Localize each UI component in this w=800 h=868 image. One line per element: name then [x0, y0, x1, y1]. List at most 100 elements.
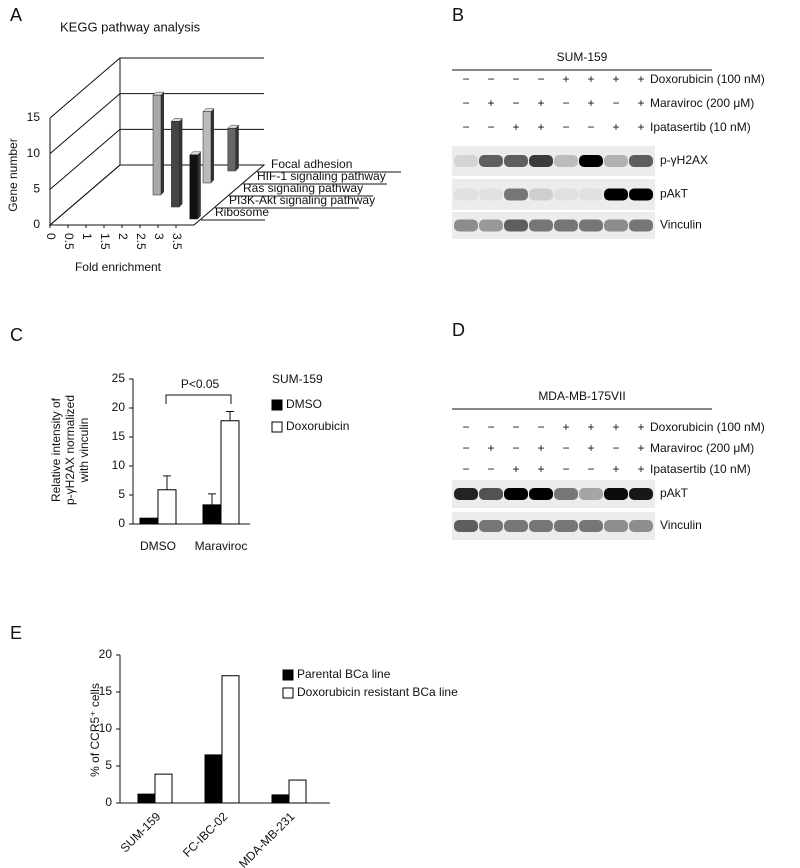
y-tick-label: 5	[118, 487, 125, 501]
blot-title: MDA-MB-175VII	[538, 389, 625, 403]
treatment-sign: +	[612, 462, 619, 476]
band	[504, 488, 528, 500]
treatment-label: Ipatasertib (10 nM)	[650, 462, 751, 476]
y-tick-label: 10	[112, 458, 126, 472]
bar	[271, 794, 290, 804]
treatment-sign: −	[512, 96, 519, 110]
band	[554, 520, 578, 532]
y-tick-label: 5	[105, 758, 112, 772]
treatment-sign: −	[462, 96, 469, 110]
legend-label: Parental BCa line	[297, 667, 391, 681]
y-axis-label: % of CCR5⁺ cells	[88, 683, 102, 777]
x-axis-label: Fold enrichment	[75, 260, 162, 274]
bar	[137, 793, 156, 804]
treatment-sign: −	[487, 72, 494, 86]
band	[479, 488, 503, 500]
bar	[139, 517, 159, 525]
y-tick-label: 5	[33, 182, 40, 196]
treatment-sign: +	[537, 96, 544, 110]
treatment-sign: +	[637, 72, 644, 86]
treatment-sign: +	[512, 462, 519, 476]
band	[629, 488, 653, 500]
treatment-sign: +	[637, 462, 644, 476]
band-label: p-γH2AX	[660, 153, 708, 167]
legend-title: SUM-159	[272, 372, 323, 386]
band	[554, 155, 578, 167]
band	[454, 520, 478, 532]
band	[529, 520, 553, 532]
legend-label: Doxorubicin resistant BCa line	[297, 685, 458, 699]
treatment-sign: +	[587, 420, 594, 434]
treatment-sign: +	[587, 441, 594, 455]
band	[629, 188, 653, 201]
y-tick-label: 15	[27, 110, 41, 124]
bar	[288, 779, 307, 804]
legend-swatch	[282, 687, 294, 699]
treatment-sign: +	[637, 96, 644, 110]
legend-swatch	[271, 421, 283, 433]
x-tick-label: Maraviroc	[195, 539, 248, 553]
legend-swatch	[282, 669, 294, 681]
treatment-label: Doxorubicin (100 nM)	[650, 72, 765, 86]
treatment-sign: −	[487, 420, 494, 434]
x-tick-label: 3	[152, 233, 166, 240]
band	[504, 155, 528, 167]
treatment-sign: +	[587, 72, 594, 86]
treatment-label: Maraviroc (200 μM)	[650, 96, 754, 110]
x-tick-label: 3.5	[170, 233, 184, 250]
treatment-sign: −	[462, 441, 469, 455]
y-axis-label: with vinculin	[77, 418, 91, 484]
band	[479, 520, 503, 532]
y-tick-label: 15	[99, 684, 113, 698]
treatment-sign: +	[562, 72, 569, 86]
treatment-sign: −	[587, 120, 594, 134]
y-axis-label: Gene number	[6, 138, 20, 211]
annotation: P<0.05	[181, 377, 220, 391]
band	[554, 219, 578, 232]
treatment-sign: −	[562, 462, 569, 476]
treatment-sign: −	[537, 72, 544, 86]
x-tick-label: 2	[116, 233, 130, 240]
x-tick-label: 0.5	[62, 233, 76, 250]
treatment-sign: +	[537, 462, 544, 476]
y-axis-label: Relative intensity of	[49, 397, 63, 502]
treatment-sign: +	[612, 120, 619, 134]
bar	[171, 121, 180, 208]
significance-bracket	[165, 394, 232, 404]
bar-side	[179, 118, 183, 207]
treatment-sign: +	[587, 96, 594, 110]
band	[454, 155, 478, 167]
band	[629, 155, 653, 167]
panel-label: E	[10, 623, 22, 643]
x-tick-label: 1	[80, 233, 94, 240]
treatment-sign: +	[512, 120, 519, 134]
treatment-label: Maraviroc (200 μM)	[650, 441, 754, 455]
bar-side	[211, 108, 214, 183]
x-tick-label: DMSO	[140, 539, 176, 553]
band	[529, 188, 553, 201]
treatment-label: Ipatasertib (10 nM)	[650, 120, 751, 134]
treatment-sign: +	[637, 120, 644, 134]
bar	[157, 489, 177, 525]
treatment-sign: +	[612, 420, 619, 434]
y-tick-label: 15	[112, 429, 126, 443]
bar-side	[161, 92, 164, 195]
band	[604, 219, 628, 232]
treatment-sign: −	[512, 72, 519, 86]
grid-line	[49, 128, 264, 190]
band	[529, 155, 553, 167]
treatment-sign: −	[487, 120, 494, 134]
x-tick-label: FC-IBC-02	[180, 809, 231, 860]
bar	[202, 504, 222, 525]
band	[529, 219, 553, 232]
bar	[227, 127, 237, 172]
treatment-sign: −	[462, 420, 469, 434]
treatment-sign: −	[562, 441, 569, 455]
band	[604, 155, 628, 167]
band	[479, 219, 503, 232]
treatment-sign: −	[512, 420, 519, 434]
x-tick-label: SUM-159	[118, 809, 164, 855]
y-tick-label: 25	[112, 371, 126, 385]
panel-label: C	[10, 325, 23, 345]
